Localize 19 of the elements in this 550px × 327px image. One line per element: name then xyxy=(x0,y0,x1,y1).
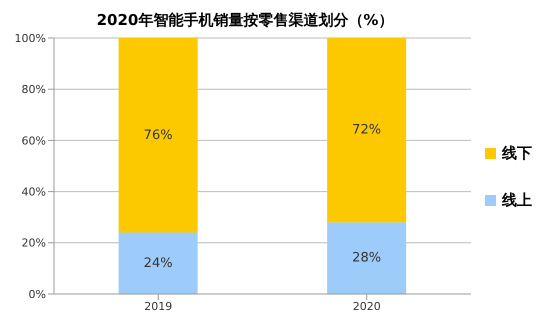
data-label: 28% xyxy=(352,250,382,266)
chart-title: 2020年智能手机销量按零售渠道划分（%） xyxy=(96,10,394,31)
y-tick-label: 20% xyxy=(22,236,46,250)
x-tick-label: 2020 xyxy=(352,300,381,313)
x-tick-label: 2019 xyxy=(144,300,172,313)
bar xyxy=(118,232,198,294)
y-tick-label: 60% xyxy=(22,134,46,148)
y-tick-label: 0% xyxy=(28,288,46,301)
y-tick-label: 80% xyxy=(22,83,46,96)
bar xyxy=(327,38,406,222)
legend-label: 线上 xyxy=(502,191,532,210)
y-tick-label: 100% xyxy=(14,32,46,45)
bar xyxy=(118,38,198,233)
data-label: 24% xyxy=(144,256,173,271)
data-label: 76% xyxy=(144,128,173,143)
legend-label: 线下 xyxy=(502,144,532,163)
bar xyxy=(327,222,406,294)
data-label: 72% xyxy=(352,122,382,138)
y-tick-label: 40% xyxy=(22,186,46,199)
